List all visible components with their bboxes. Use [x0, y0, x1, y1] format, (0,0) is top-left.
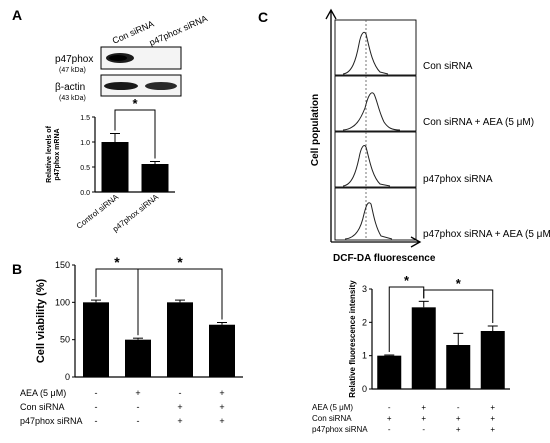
histogram-label-3: p47phox siRNA — [423, 174, 493, 185]
histogram-curve-1 — [342, 31, 389, 75]
histogram-curve-3 — [342, 144, 391, 187]
blot-row-sublabel-actin: (43 kDa) — [59, 95, 86, 102]
chart-a-significance-bracket — [114, 109, 156, 159]
histogram-label-1: Con siRNA — [423, 61, 473, 72]
chart-c-bar — [480, 331, 505, 389]
chart-b-condition-value: + — [135, 388, 140, 398]
blot-row-label-p47phox: p47phox — [55, 54, 93, 65]
flow-x-axis-label: DCF-DA fluorescence — [333, 253, 436, 264]
chart-a-y-tick-label: 1.0 — [80, 140, 90, 147]
chart-c-significance-bracket — [423, 289, 494, 323]
chart-b-condition-value: - — [95, 402, 98, 412]
chart-c-condition-value: + — [490, 403, 495, 412]
chart-b-condition-label: p47phox siRNA — [20, 416, 83, 426]
flow-histograms: Cell population DCF-DA fluorescence Con … — [310, 8, 550, 264]
histogram-label-2: Con siRNA + AEA (5 μM) — [423, 117, 534, 128]
chart-b-condition-value: + — [177, 416, 182, 426]
chart-c-y-tick-label: 3 — [362, 284, 367, 294]
chart-b-condition-value: - — [95, 388, 98, 398]
panel-b-letter: B — [12, 261, 22, 277]
chart-b-significance-star: * — [114, 254, 120, 270]
chart-c-condition-value: + — [421, 403, 426, 412]
chart-c-condition-value: - — [388, 403, 391, 412]
chart-c-condition-label: p47phox siRNA — [312, 425, 368, 434]
chart-a-y-axis-label: Relative levels of — [46, 125, 53, 182]
histogram-curve-2 — [342, 92, 401, 131]
chart-c-y-axis-label: Relative fluorescence intensity — [348, 280, 357, 398]
chart-c-condition-label: AEA (5 μM) — [312, 403, 353, 412]
chart-b-condition-value: + — [219, 416, 224, 426]
chart-b-y-tick-label: 0 — [65, 372, 70, 382]
blot-lane-label-p47: p47phox siRNA — [148, 13, 209, 48]
chart-c-bar — [411, 307, 436, 389]
chart-a-y-axis-label: p47phox mRNA — [54, 128, 61, 180]
histogram-box-4 — [334, 187, 417, 241]
chart-a-y-tick-label: 0.5 — [80, 165, 90, 172]
histogram-box-1 — [334, 19, 417, 76]
chart-b-y-tick-label: 150 — [55, 260, 70, 270]
chart-c-y-tick-label: 1 — [362, 351, 367, 361]
chart-b-bar — [83, 302, 109, 377]
chart-b-bar — [125, 339, 151, 377]
chart-c-condition-value: + — [421, 414, 426, 423]
chart-b-condition-value: + — [219, 402, 224, 412]
chart-c-condition-value: - — [457, 403, 460, 412]
chart-c-condition-label: Con siRNA — [312, 414, 352, 423]
chart-a-y-tick-label: 0.0 — [80, 190, 90, 197]
histogram-curve-4 — [344, 202, 393, 240]
chart-b-condition-value: - — [179, 388, 182, 398]
panel-c-letter: C — [258, 9, 268, 25]
panel-a-letter: A — [12, 7, 22, 23]
chart-b-condition-label: Con siRNA — [20, 402, 65, 412]
chart-c-condition-value: + — [490, 414, 495, 423]
chart-c-condition-value: - — [422, 425, 425, 434]
chart-c-y-tick-label: 2 — [362, 317, 367, 327]
flow-y-axis-label: Cell population — [310, 94, 321, 166]
chart-b-y-tick-label: 50 — [60, 335, 70, 345]
chart-c-condition-value: + — [456, 425, 461, 434]
chart-b-significance-star: * — [177, 254, 183, 270]
western-blot-actin — [100, 74, 182, 97]
chart-a-bar — [141, 164, 169, 192]
histogram-box-3 — [334, 131, 417, 188]
chart-c-bar — [377, 355, 402, 389]
chart-b: 0 50 100 150 Cell viability (%) * * AEA (5 μM) -… — [20, 254, 243, 426]
chart-b-condition-value: - — [95, 416, 98, 426]
chart-b-y-tick-label: 100 — [55, 297, 70, 307]
chart-c-condition-value: + — [387, 414, 392, 423]
chart-b-condition-value: + — [219, 388, 224, 398]
chart-c-significance-star: * — [404, 273, 410, 288]
chart-c-significance-star: * — [456, 276, 462, 291]
chart-b-y-axis-label: Cell viability (%) — [35, 278, 47, 363]
chart-b-condition-label: AEA (5 μM) — [20, 388, 66, 398]
flow-y-arrow — [325, 8, 337, 20]
histogram-box-2 — [334, 75, 417, 132]
chart-b-condition-value: - — [137, 402, 140, 412]
histogram-label-4: p47phox siRNA + AEA (5 μM) — [423, 229, 550, 240]
chart-b-condition-value: + — [177, 402, 182, 412]
blot-row-label-actin: β-actin — [55, 82, 85, 93]
chart-b-bar — [167, 302, 193, 377]
chart-a-bar — [101, 142, 129, 192]
blot-row-sublabel-p47phox: (47 kDa) — [59, 67, 86, 74]
chart-c: 0 1 2 3 Relative fluorescence intensity * * AEA… — [312, 273, 510, 434]
chart-a-significance-star: * — [132, 96, 138, 111]
flow-x-arrow — [410, 236, 422, 248]
chart-c-condition-value: + — [490, 425, 495, 434]
chart-c-condition-value: + — [456, 414, 461, 423]
chart-c-bar — [446, 345, 471, 389]
chart-b-bar — [209, 324, 235, 377]
chart-b-condition-value: - — [137, 416, 140, 426]
chart-a: 0.0 0.5 1.0 1.5 Relative levels of p47phox mR… — [46, 96, 175, 234]
chart-c-y-tick-label: 0 — [362, 384, 367, 394]
chart-c-condition-value: - — [388, 425, 391, 434]
chart-a-y-tick-label: 1.5 — [80, 115, 90, 122]
western-blot-p47phox — [100, 46, 182, 70]
chart-b-significance-bracket — [137, 268, 223, 336]
